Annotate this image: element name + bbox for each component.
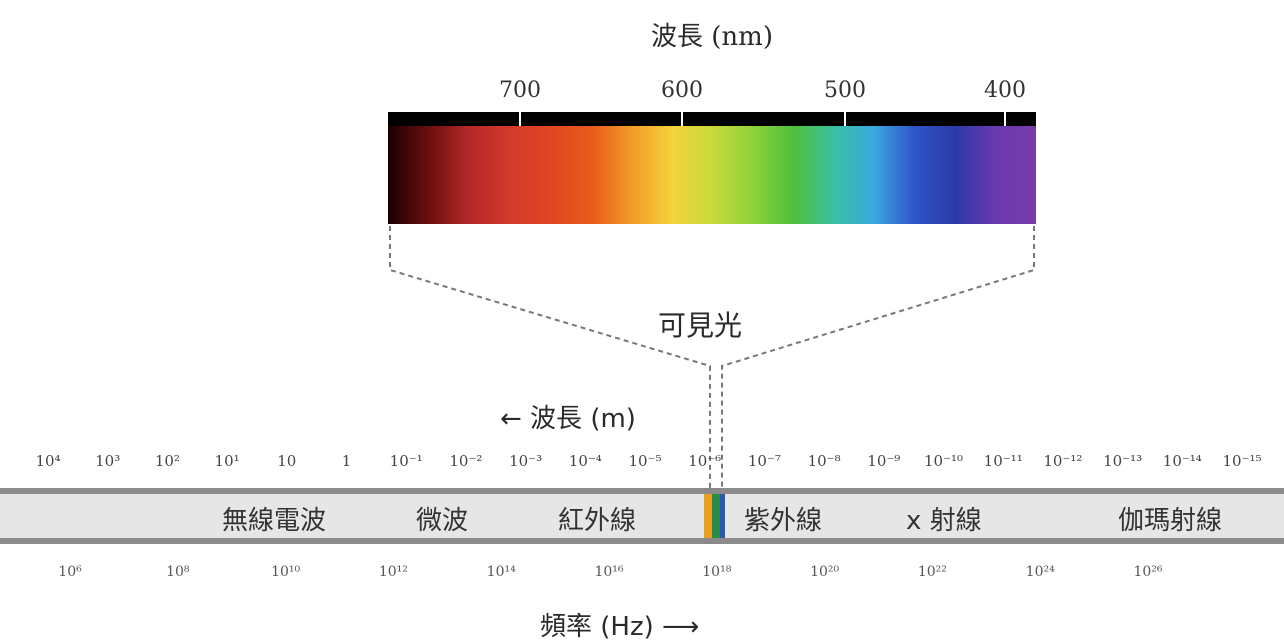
visible-marker-blue bbox=[720, 494, 725, 538]
frequency-tick: 10¹⁸ bbox=[702, 564, 732, 580]
wavelength-m-tick: 10⁴ bbox=[35, 452, 61, 470]
wavelength-m-tick: 10⁻¹⁰ bbox=[923, 452, 964, 470]
region-xray-label: x 射線 bbox=[906, 506, 982, 536]
region-infrared-label: 紅外線 bbox=[558, 506, 637, 536]
frequency-tick: 10²⁴ bbox=[1025, 564, 1055, 580]
region-radio-label: 無線電波 bbox=[222, 506, 327, 536]
frequency-label: 頻率 (Hz) ⟶ bbox=[540, 612, 700, 642]
spectrum-top-band bbox=[388, 112, 1036, 126]
wavelength-m-tick: 10⁻⁹ bbox=[867, 452, 901, 470]
wavelength-m-tick: 10⁻² bbox=[449, 452, 483, 470]
frequency-tick: 10⁸ bbox=[166, 564, 190, 580]
wavelength-m-tick: 10⁻¹ bbox=[389, 452, 423, 470]
wavelength-m-tick: 10² bbox=[154, 452, 180, 470]
band-fill bbox=[0, 488, 1284, 544]
wavelength-nm-title: 波長 (nm) bbox=[651, 22, 773, 52]
connector-left-dashed bbox=[389, 226, 711, 488]
region-gamma-label: 伽瑪射線 bbox=[1118, 506, 1223, 536]
visible-marker-green bbox=[712, 494, 720, 538]
frequency-tick: 10²² bbox=[917, 564, 947, 580]
band-top-edge bbox=[0, 488, 1284, 494]
wavelength-m-tick: 1 bbox=[341, 452, 352, 470]
wavelength-m-tick: 10⁻⁸ bbox=[807, 452, 841, 470]
frequency-tick: 10⁶ bbox=[58, 564, 82, 580]
visible-marker-orange bbox=[704, 494, 712, 538]
frequency-tick: 10²⁰ bbox=[810, 564, 840, 580]
connector-right-dashed bbox=[721, 226, 1035, 488]
visible-spectrum-bar bbox=[388, 112, 1036, 224]
spectrum-gradient bbox=[388, 126, 1036, 224]
nm-tick-400: 400 bbox=[984, 78, 1026, 103]
wavelength-m-tick: 10⁻¹² bbox=[1043, 452, 1083, 470]
wavelength-m-tick: 10⁻⁵ bbox=[628, 452, 662, 470]
frequency-tick: 10¹⁴ bbox=[486, 564, 516, 580]
wavelength-m-tick: 10⁻⁶ bbox=[688, 452, 722, 470]
frequency-tick: 10¹⁶ bbox=[594, 564, 624, 580]
frequency-tick: 10¹⁰ bbox=[271, 564, 301, 580]
wavelength-m-tick: 10 bbox=[277, 452, 297, 470]
region-ultraviolet-label: 紫外線 bbox=[744, 506, 823, 536]
wavelength-m-tick: 10⁻⁷ bbox=[747, 452, 781, 470]
wavelength-m-tick: 10³ bbox=[95, 452, 121, 470]
nm-tick-700: 700 bbox=[499, 78, 541, 103]
wavelength-m-tick: 10⁻⁴ bbox=[568, 452, 602, 470]
wavelength-m-tick: 10⁻¹⁴ bbox=[1162, 452, 1202, 470]
wavelength-m-tick: 10⁻¹¹ bbox=[983, 452, 1023, 470]
em-spectrum-band bbox=[0, 488, 1284, 544]
nm-tick-600: 600 bbox=[661, 78, 703, 103]
frequency-tick: 10²⁶ bbox=[1133, 564, 1163, 580]
wavelength-m-tick: 10⁻¹³ bbox=[1103, 452, 1143, 470]
band-bottom-edge bbox=[0, 538, 1284, 544]
frequency-tick: 10¹² bbox=[378, 564, 408, 580]
wavelength-m-tick: 10⁻¹⁵ bbox=[1222, 452, 1262, 470]
nm-tick-500: 500 bbox=[824, 78, 866, 103]
wavelength-m-tick: 10¹ bbox=[214, 452, 240, 470]
wavelength-m-tick: 10⁻³ bbox=[509, 452, 543, 470]
visible-light-label: 可見光 bbox=[657, 309, 742, 342]
wavelength-m-label: ← 波長 (m) bbox=[500, 404, 636, 434]
region-microwave-label: 微波 bbox=[416, 506, 469, 536]
